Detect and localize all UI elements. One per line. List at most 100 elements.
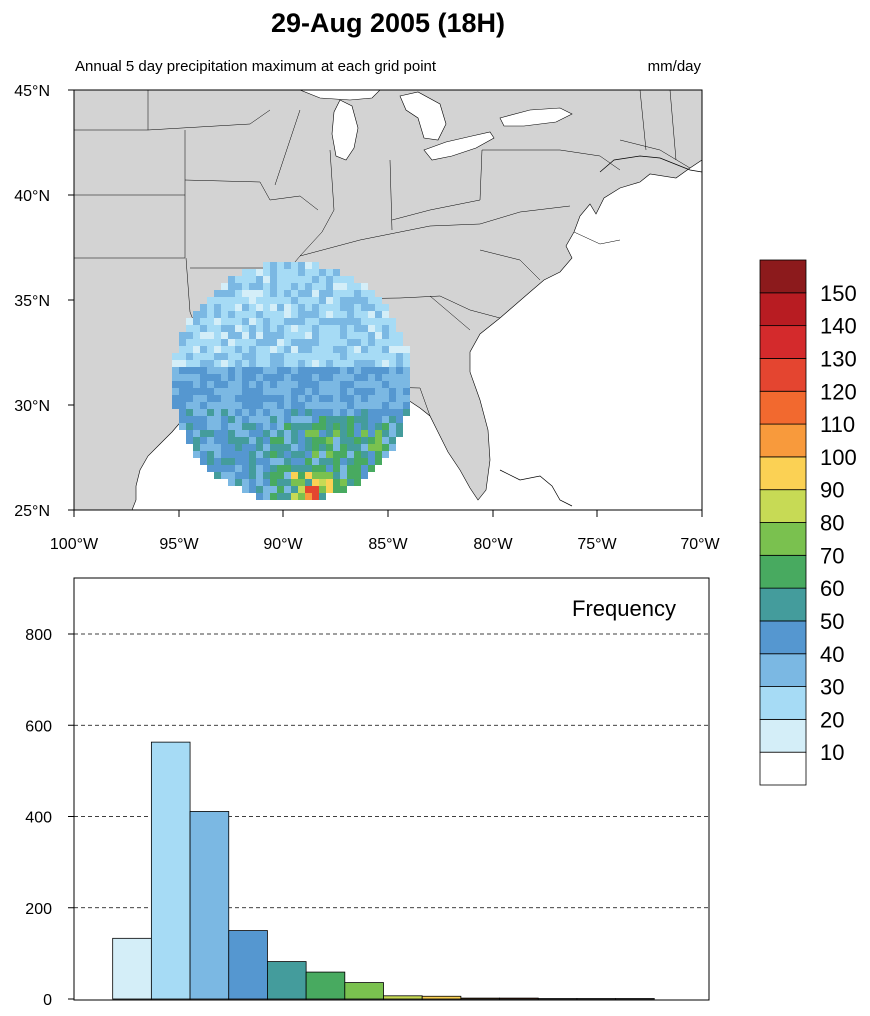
precip-cell bbox=[368, 444, 375, 451]
precip-cell bbox=[305, 311, 312, 318]
precip-cell bbox=[368, 430, 375, 437]
precip-cell bbox=[221, 388, 228, 395]
precip-cell bbox=[193, 332, 200, 339]
precip-cell bbox=[291, 353, 298, 360]
precip-cell bbox=[354, 472, 361, 479]
precip-cell bbox=[277, 486, 284, 493]
precip-cell bbox=[277, 388, 284, 395]
precip-cell bbox=[326, 297, 333, 304]
precip-cell bbox=[284, 493, 291, 500]
precip-cell bbox=[284, 465, 291, 472]
precip-cell bbox=[298, 395, 305, 402]
precip-cell bbox=[368, 423, 375, 430]
precip-cell bbox=[228, 332, 235, 339]
precip-cell bbox=[354, 290, 361, 297]
precip-cell bbox=[305, 374, 312, 381]
precip-cell bbox=[256, 318, 263, 325]
precip-cell bbox=[270, 374, 277, 381]
colorbar-label: 10 bbox=[820, 740, 844, 765]
precip-cell bbox=[263, 269, 270, 276]
precip-cell bbox=[368, 367, 375, 374]
precip-cell bbox=[235, 332, 242, 339]
precip-cell bbox=[305, 395, 312, 402]
precip-cell bbox=[291, 409, 298, 416]
lon-tick-label: 90°W bbox=[263, 536, 303, 553]
precip-cell bbox=[291, 430, 298, 437]
precip-cell bbox=[270, 486, 277, 493]
precip-cell bbox=[221, 437, 228, 444]
precip-cell bbox=[249, 339, 256, 346]
precip-cell bbox=[270, 479, 277, 486]
precip-cell bbox=[312, 262, 319, 269]
precip-cell bbox=[375, 374, 382, 381]
precip-cell bbox=[221, 402, 228, 409]
precip-cell bbox=[249, 381, 256, 388]
precip-cell bbox=[186, 430, 193, 437]
precip-cell bbox=[403, 381, 410, 388]
precip-cell bbox=[368, 297, 375, 304]
precip-cell bbox=[368, 451, 375, 458]
precip-cell bbox=[249, 304, 256, 311]
precip-cell bbox=[214, 325, 221, 332]
precip-cell bbox=[319, 416, 326, 423]
precip-cell bbox=[242, 395, 249, 402]
precip-cell bbox=[291, 360, 298, 367]
precip-cell bbox=[221, 381, 228, 388]
precip-cell bbox=[396, 367, 403, 374]
precip-cell bbox=[312, 388, 319, 395]
precip-cell bbox=[305, 346, 312, 353]
precip-cell bbox=[347, 416, 354, 423]
precip-cell bbox=[235, 283, 242, 290]
histogram-bar bbox=[150, 741, 191, 1000]
map-lon-axis: 100°W 95°W 90°W 85°W 80°W 75°W 70°W bbox=[50, 510, 721, 553]
precip-cell bbox=[326, 346, 333, 353]
precip-cell bbox=[319, 486, 326, 493]
precip-cell bbox=[193, 360, 200, 367]
precip-cell bbox=[256, 353, 263, 360]
histogram-y-axis: 0 200 400 600 800 bbox=[25, 627, 74, 1009]
precip-cell bbox=[193, 318, 200, 325]
precip-cell bbox=[242, 339, 249, 346]
precip-cell bbox=[277, 262, 284, 269]
precip-cell bbox=[284, 479, 291, 486]
precip-cell bbox=[193, 339, 200, 346]
precip-cell bbox=[361, 458, 368, 465]
precip-cell bbox=[333, 458, 340, 465]
precip-cell bbox=[354, 318, 361, 325]
precip-cell bbox=[221, 311, 228, 318]
precip-cell bbox=[291, 444, 298, 451]
precip-cell bbox=[375, 332, 382, 339]
precip-cell bbox=[312, 381, 319, 388]
precip-cell bbox=[186, 332, 193, 339]
lake-superior bbox=[299, 90, 381, 101]
lat-tick-label: 40°N bbox=[14, 188, 50, 205]
precip-cell bbox=[291, 451, 298, 458]
precip-cell bbox=[193, 402, 200, 409]
precip-cell bbox=[221, 444, 228, 451]
precip-cell bbox=[270, 381, 277, 388]
precip-cell bbox=[228, 444, 235, 451]
precip-cell bbox=[368, 311, 375, 318]
precip-cell bbox=[291, 325, 298, 332]
precip-cell bbox=[263, 395, 270, 402]
precip-cell bbox=[200, 339, 207, 346]
precip-cell bbox=[179, 360, 186, 367]
precip-cell bbox=[396, 339, 403, 346]
precip-cell bbox=[298, 374, 305, 381]
precip-cell bbox=[333, 353, 340, 360]
precip-cell bbox=[277, 381, 284, 388]
precip-cell bbox=[333, 416, 340, 423]
precip-cell bbox=[284, 430, 291, 437]
precip-cell bbox=[193, 437, 200, 444]
precip-cell bbox=[193, 444, 200, 451]
precip-cell bbox=[298, 360, 305, 367]
precip-cell bbox=[291, 311, 298, 318]
precip-cell bbox=[228, 297, 235, 304]
precip-cell bbox=[284, 388, 291, 395]
colorbar-label: 150 bbox=[820, 281, 857, 306]
precip-cell bbox=[326, 381, 333, 388]
precip-cell bbox=[298, 290, 305, 297]
precip-cell bbox=[319, 374, 326, 381]
precip-cell bbox=[305, 430, 312, 437]
precip-cell bbox=[354, 423, 361, 430]
